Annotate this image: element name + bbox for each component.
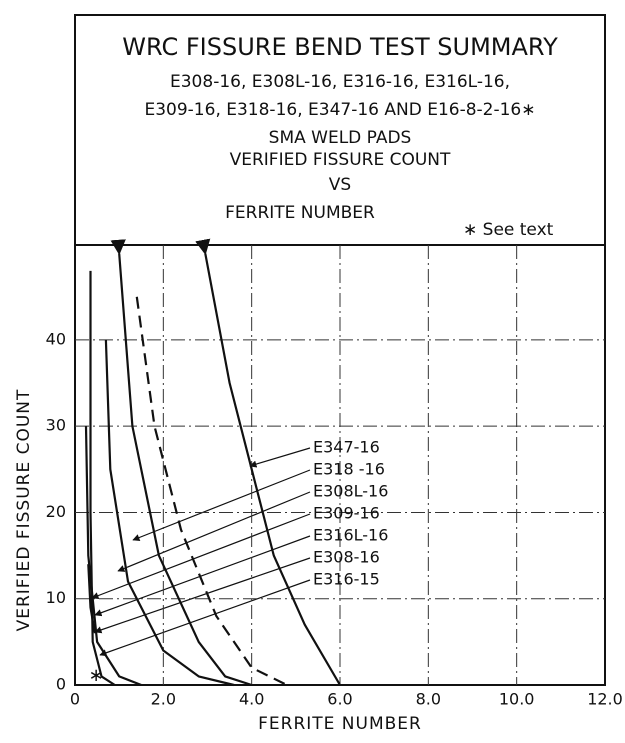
y-tick-label: 30 <box>46 416 66 435</box>
leader-line <box>99 579 311 657</box>
y-tick-label: 20 <box>46 502 66 521</box>
x-tick-label: 6.0 <box>327 690 352 709</box>
curve <box>87 564 96 634</box>
note: ∗ See text <box>463 220 554 240</box>
leader-line <box>94 557 311 634</box>
subtitle: E308-16, E308L-16, E316-16, E316L-16, <box>170 72 510 92</box>
curve <box>135 296 288 686</box>
y-axis-label: VERIFIED FISSURE COUNT <box>14 389 34 632</box>
curve <box>110 239 253 687</box>
subtitle: VS <box>329 175 351 195</box>
legend-label: E316-15 <box>313 570 380 589</box>
x-tick-label: 8.0 <box>416 690 441 709</box>
x-tick-label: 10.0 <box>499 690 535 709</box>
leaders <box>91 447 311 657</box>
x-axis-label: FERRITE NUMBER <box>258 714 422 734</box>
chart-title: WRC FISSURE BEND TEST SUMMARY <box>122 33 558 61</box>
subtitle: VERIFIED FISSURE COUNT <box>230 150 451 170</box>
leader-line <box>249 447 311 468</box>
y-tick-label: 0 <box>56 675 66 694</box>
legend-label: E316L-16 <box>313 526 388 545</box>
x-tick-label: 0 <box>70 690 80 709</box>
legend-label: E308L-16 <box>313 482 388 501</box>
x-tick-label: 2.0 <box>151 690 176 709</box>
leader-line <box>117 491 311 572</box>
curve <box>84 426 142 687</box>
legend-label: E308-16 <box>313 548 380 567</box>
x-tick-label: 4.0 <box>239 690 264 709</box>
legend-label: E318 -16 <box>313 460 385 479</box>
y-tick-label: 40 <box>46 329 66 348</box>
curve <box>195 238 341 686</box>
subtitle: SMA WELD PADS <box>269 128 412 148</box>
leader-line <box>94 535 311 617</box>
subtitle: E309-16, E318-16, E347-16 AND E16-8-2-16… <box>144 100 535 120</box>
curve <box>89 270 116 686</box>
legend-label: E309-16 <box>313 504 380 523</box>
curve <box>104 339 235 687</box>
x-tick-label: 12.0 <box>587 690 623 709</box>
legend-label: E347-16 <box>313 438 380 457</box>
y-tick-label: 10 <box>46 588 66 607</box>
subtitle: FERRITE NUMBER <box>225 203 375 223</box>
leader-line <box>132 469 311 541</box>
